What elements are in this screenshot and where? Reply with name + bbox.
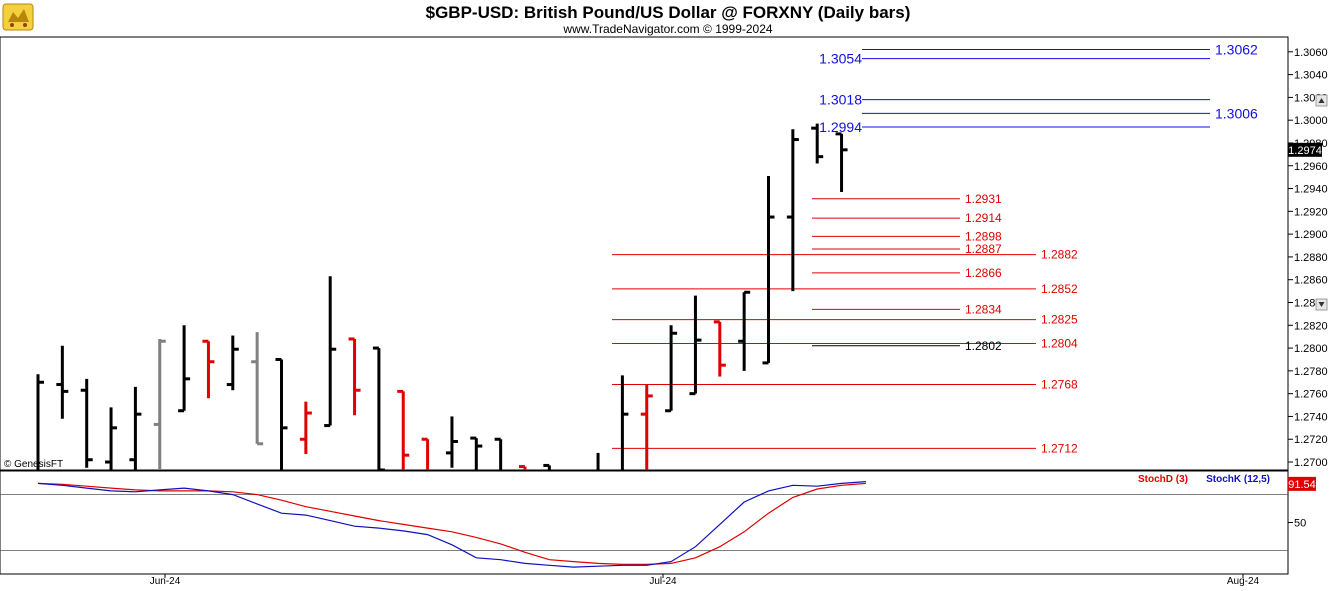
date-tick-label: Jun-24 [150, 576, 181, 587]
chart-title: $GBP-USD: British Pound/US Dollar @ FORX… [426, 3, 911, 22]
ohlc-bar [153, 338, 166, 470]
ohlc-bar [226, 335, 239, 391]
level-label: 1.2804 [1041, 337, 1078, 351]
ohlc-bar [494, 437, 503, 470]
ohlc-bar [80, 378, 93, 468]
level-label: 1.2825 [1041, 313, 1078, 327]
level-label: 1.3054 [819, 51, 862, 67]
ohlc-bar [251, 332, 264, 446]
level-label: 1.3006 [1215, 105, 1258, 121]
price-tick-label: 1.2960 [1294, 161, 1328, 173]
ohlc-bar [738, 290, 751, 371]
price-tick-label: 1.3060 [1294, 47, 1328, 59]
price-tick-label: 1.2700 [1294, 457, 1328, 469]
stochastic-value-tag: 91.54 [1288, 476, 1316, 491]
ohlc-bar [835, 132, 848, 192]
ohlc-bar [56, 345, 69, 419]
level-label: 1.3018 [819, 92, 862, 108]
price-tick-label: 1.2740 [1294, 411, 1328, 423]
price-tick-label: 1.2860 [1294, 275, 1328, 287]
header: $GBP-USD: British Pound/US Dollar @ FORX… [2, 3, 911, 36]
price-tick-label: 1.2820 [1294, 320, 1328, 332]
ohlc-bar [372, 346, 385, 470]
ohlc-bars [32, 123, 848, 470]
ohlc-bar [129, 386, 142, 470]
price-tick-label: 1.2880 [1294, 252, 1328, 264]
level-label: 1.2834 [965, 302, 1002, 316]
stochastic-line-d [37, 482, 866, 566]
level-label: 1.2914 [965, 211, 1002, 225]
level-label: 1.3062 [1215, 42, 1258, 58]
ohlc-bar [470, 436, 483, 470]
date-tick-label: Aug-24 [1227, 576, 1260, 587]
scroll-down-button[interactable] [1315, 298, 1328, 311]
ohlc-bar [640, 384, 653, 470]
ohlc-bar [105, 407, 118, 470]
level-label: 1.2882 [1041, 248, 1078, 262]
level-label: 1.2712 [1041, 441, 1078, 455]
ohlc-bar [665, 325, 678, 413]
price-tick-label: 1.2720 [1294, 434, 1328, 446]
ohlc-bar [786, 129, 799, 292]
arrow-up-icon [1318, 98, 1325, 103]
level-label: 1.2852 [1041, 282, 1078, 296]
legend-stochd: StochD (3) [1138, 474, 1188, 485]
level-label: 1.2768 [1041, 378, 1078, 392]
level-label: 1.2802 [965, 339, 1002, 353]
stochastic-last-value: 91.54 [1288, 479, 1316, 491]
last-price-value: 1.2974 [1288, 145, 1322, 157]
arrow-down-icon [1318, 302, 1325, 307]
date-tick-label: Jul-24 [649, 576, 677, 587]
stochastic-panel [0, 470, 1289, 575]
ohlc-bar [32, 374, 44, 470]
ohlc-bar [299, 401, 312, 455]
bull-bear-logo-icon [2, 3, 34, 31]
level-label: 1.2866 [965, 266, 1002, 280]
ohlc-bar [445, 416, 458, 468]
stochastic-tick-label: 50 [1294, 518, 1306, 530]
ohlc-bar [202, 339, 215, 399]
ohlc-bar [620, 375, 629, 470]
price-tick-label: 1.2780 [1294, 366, 1328, 378]
chart-subtitle: www.TradeNavigator.com © 1999-2024 [562, 22, 772, 36]
level-label: 1.2887 [965, 242, 1002, 256]
ohlc-bar [762, 176, 775, 365]
scroll-up-button[interactable] [1315, 94, 1328, 107]
level-label: 1.2898 [965, 229, 1002, 243]
date-axis: Jun-24 Jul-24 Aug-24 [150, 574, 1260, 587]
last-price-tag: 1.2974 [1288, 142, 1322, 157]
price-axis: 1.30601.30401.30201.30001.29801.29601.29… [1288, 47, 1328, 469]
level-label: 1.2994 [819, 119, 862, 135]
ohlc-bar [689, 295, 702, 396]
credit-label: © GenesisFT [4, 459, 63, 470]
stochastic-reference-lines: 50 [0, 494, 1306, 551]
ohlc-bar [519, 465, 527, 470]
ohlc-bar [397, 389, 410, 470]
price-tick-label: 1.3040 [1294, 70, 1328, 82]
legend-stochk: StochK (12,5) [1206, 474, 1270, 485]
ohlc-bar [421, 437, 430, 470]
ohlc-bar [596, 452, 600, 470]
ohlc-bar [178, 325, 191, 413]
ohlc-bar [275, 357, 288, 470]
price-tick-label: 1.2900 [1294, 229, 1328, 241]
price-tick-label: 1.2920 [1294, 206, 1328, 218]
level-label: 1.2931 [965, 192, 1002, 206]
ohlc-bar [348, 337, 361, 416]
ohlc-bar [811, 123, 824, 164]
stochastic-series [37, 481, 866, 568]
price-panel [0, 36, 1289, 471]
price-tick-label: 1.2940 [1294, 184, 1328, 196]
ohlc-bar [324, 276, 337, 428]
price-tick-label: 1.2800 [1294, 343, 1328, 355]
ohlc-bar [713, 320, 726, 377]
price-tick-label: 1.3000 [1294, 115, 1328, 127]
ohlc-bar [543, 463, 551, 470]
price-tick-label: 1.2760 [1294, 389, 1328, 401]
stochastic-line-k [37, 481, 866, 568]
